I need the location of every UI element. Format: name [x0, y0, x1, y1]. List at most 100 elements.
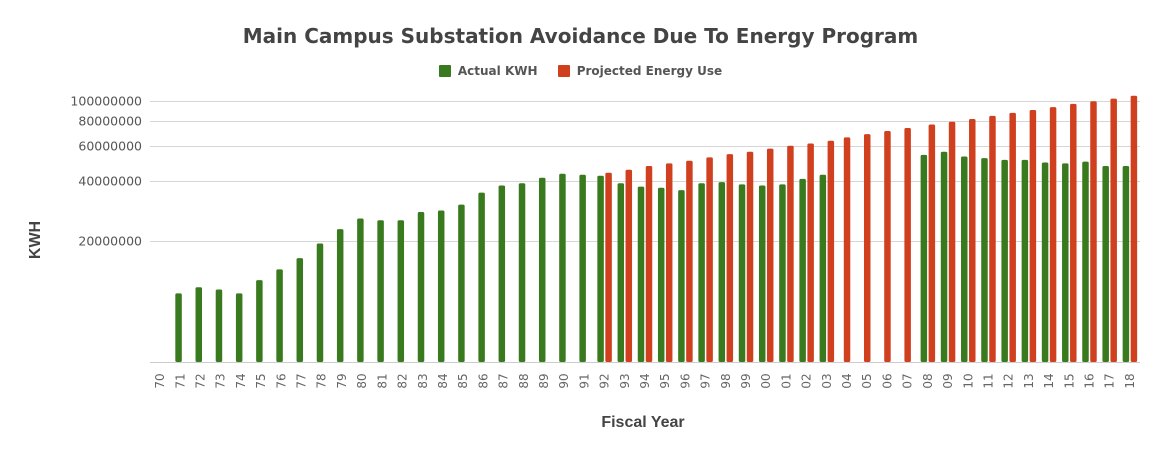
- legend-label-projected: Projected Energy Use: [576, 64, 723, 78]
- x-tick-label: 72: [194, 373, 208, 388]
- x-tick-label: 18: [1123, 373, 1137, 388]
- bar-projected-energy-use[interactable]: [827, 140, 835, 362]
- x-tick-label: 74: [234, 373, 248, 388]
- bar-actual-kwh[interactable]: [478, 192, 485, 362]
- bar-projected-energy-use[interactable]: [1110, 98, 1117, 363]
- bar-projected-energy-use[interactable]: [843, 137, 851, 362]
- bar-actual-kwh[interactable]: [397, 220, 405, 362]
- bar-projected-energy-use[interactable]: [726, 154, 734, 362]
- bar-actual-kwh[interactable]: [657, 187, 665, 362]
- y-axis-title: KWH: [27, 221, 44, 259]
- x-tick-label: 08: [921, 373, 935, 388]
- bar-actual-kwh[interactable]: [738, 184, 746, 362]
- legend-item-projected[interactable]: Projected Energy Use: [557, 64, 723, 78]
- bar-actual-kwh[interactable]: [819, 174, 827, 362]
- bar-actual-kwh[interactable]: [718, 182, 726, 362]
- bar-actual-kwh[interactable]: [1001, 159, 1008, 362]
- bar-actual-kwh[interactable]: [779, 184, 786, 362]
- bar-actual-kwh[interactable]: [981, 158, 988, 362]
- bar-actual-kwh[interactable]: [195, 287, 203, 362]
- bar-projected-energy-use[interactable]: [904, 128, 911, 362]
- bar-actual-kwh[interactable]: [417, 212, 425, 362]
- bar-actual-kwh[interactable]: [518, 183, 526, 362]
- bar-actual-kwh[interactable]: [1062, 163, 1069, 362]
- x-tick-label: 06: [880, 373, 894, 388]
- bar-actual-kwh[interactable]: [1021, 159, 1029, 362]
- bar-actual-kwh[interactable]: [961, 156, 968, 362]
- bar-actual-kwh[interactable]: [215, 289, 223, 363]
- bar-projected-energy-use[interactable]: [928, 124, 936, 362]
- bar-actual-kwh[interactable]: [316, 243, 324, 362]
- bar-actual-kwh[interactable]: [175, 293, 182, 362]
- bar-projected-energy-use[interactable]: [746, 151, 754, 362]
- bar-actual-kwh[interactable]: [377, 220, 384, 362]
- bar-projected-energy-use[interactable]: [645, 166, 653, 362]
- bar-projected-energy-use[interactable]: [863, 134, 871, 362]
- bar-actual-kwh[interactable]: [698, 183, 705, 362]
- bar-projected-energy-use[interactable]: [706, 157, 713, 362]
- bar-actual-kwh[interactable]: [256, 280, 263, 362]
- bar-actual-kwh[interactable]: [1122, 166, 1130, 362]
- bar-actual-kwh[interactable]: [458, 204, 465, 362]
- bar-actual-kwh[interactable]: [799, 178, 806, 362]
- x-tick-label: 12: [1002, 373, 1016, 388]
- x-tick-label: 00: [759, 373, 773, 388]
- x-tick-label: 73: [214, 373, 228, 388]
- bar-projected-energy-use[interactable]: [766, 148, 774, 362]
- bar-actual-kwh[interactable]: [579, 174, 586, 362]
- x-tick-label: 86: [476, 373, 490, 388]
- x-tick-label: 76: [274, 373, 288, 388]
- x-tick-label: 80: [355, 373, 369, 388]
- bar-actual-kwh[interactable]: [437, 210, 445, 362]
- x-tick-label: 81: [375, 373, 389, 388]
- x-tick-label: 15: [1062, 373, 1076, 388]
- bar-actual-kwh[interactable]: [617, 183, 625, 362]
- bar-projected-energy-use[interactable]: [605, 172, 612, 362]
- bar-actual-kwh[interactable]: [276, 269, 283, 362]
- x-tick-label: 11: [981, 373, 995, 388]
- bar-actual-kwh[interactable]: [559, 173, 566, 362]
- bar-projected-energy-use[interactable]: [1070, 103, 1077, 363]
- bar-actual-kwh[interactable]: [336, 229, 344, 362]
- x-tick-label: 87: [497, 373, 511, 388]
- legend-item-actual[interactable]: Actual KWH: [438, 64, 538, 78]
- bar-projected-energy-use[interactable]: [1049, 107, 1057, 362]
- bar-actual-kwh[interactable]: [538, 177, 546, 362]
- bar-actual-kwh[interactable]: [758, 185, 766, 362]
- bar-actual-kwh[interactable]: [920, 154, 928, 362]
- x-tick-label: 85: [456, 373, 470, 388]
- bar-projected-energy-use[interactable]: [1090, 101, 1097, 362]
- bar-projected-energy-use[interactable]: [686, 160, 693, 362]
- x-tick-label: 98: [719, 373, 733, 388]
- bar-projected-energy-use[interactable]: [665, 163, 673, 362]
- bar-actual-kwh[interactable]: [1041, 162, 1049, 362]
- bar-actual-kwh[interactable]: [498, 185, 506, 362]
- bar-actual-kwh[interactable]: [678, 190, 685, 362]
- x-tick-label: 10: [961, 373, 975, 388]
- bar-actual-kwh[interactable]: [1082, 161, 1089, 362]
- bar-actual-kwh[interactable]: [235, 293, 243, 362]
- y-tick-label: 40000000: [78, 174, 142, 189]
- bar-projected-energy-use[interactable]: [1029, 109, 1037, 362]
- bar-actual-kwh[interactable]: [357, 218, 364, 363]
- bar-projected-energy-use[interactable]: [1130, 95, 1138, 363]
- bar-actual-kwh[interactable]: [940, 151, 948, 362]
- x-tick-label: 94: [638, 373, 652, 388]
- x-tick-label: 96: [678, 373, 692, 388]
- bar-projected-energy-use[interactable]: [989, 115, 996, 362]
- y-tick-label: 80000000: [78, 114, 142, 129]
- bar-projected-energy-use[interactable]: [884, 131, 891, 362]
- legend-label-actual: Actual KWH: [457, 64, 538, 78]
- bar-projected-energy-use[interactable]: [1009, 112, 1016, 363]
- bar-projected-energy-use[interactable]: [948, 121, 956, 362]
- x-tick-label: 05: [860, 373, 874, 388]
- bar-actual-kwh[interactable]: [637, 186, 645, 362]
- bar-projected-energy-use[interactable]: [787, 145, 794, 362]
- bar-projected-energy-use[interactable]: [807, 143, 814, 362]
- x-tick-label: 75: [254, 373, 268, 388]
- bar-projected-energy-use[interactable]: [625, 169, 633, 362]
- bar-actual-kwh[interactable]: [597, 175, 604, 362]
- bar-actual-kwh[interactable]: [296, 258, 304, 362]
- bar-projected-energy-use[interactable]: [969, 119, 976, 362]
- bar-actual-kwh[interactable]: [1102, 166, 1109, 362]
